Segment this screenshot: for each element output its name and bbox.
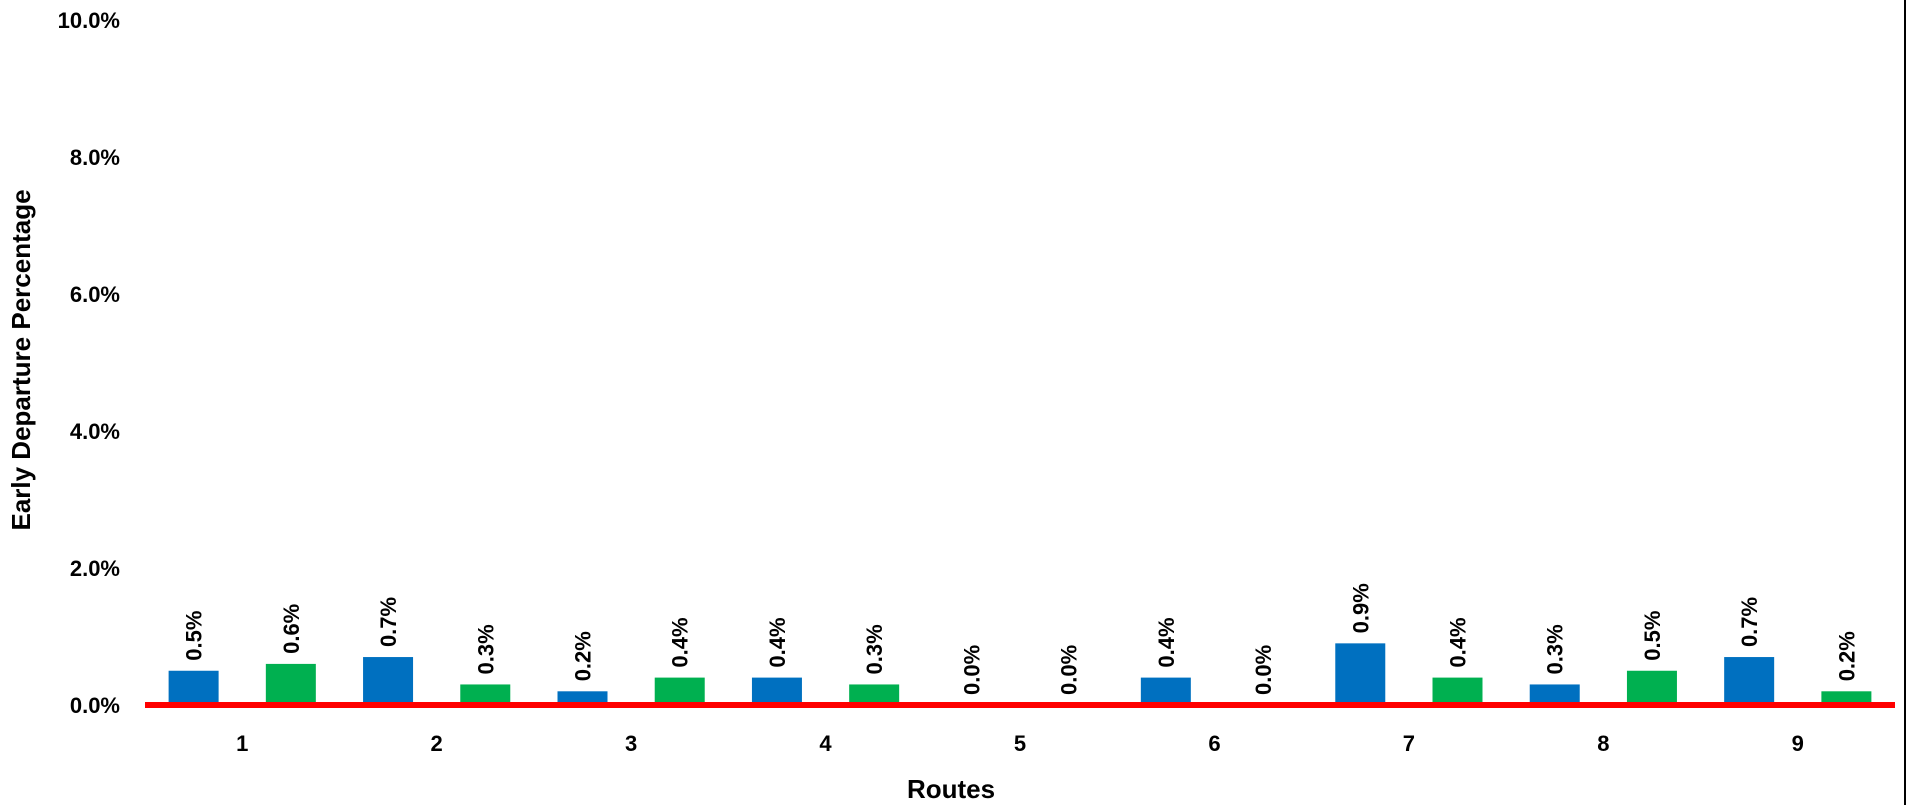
data-label: 0.7% [376,597,401,647]
bar-series-1 [363,657,414,705]
y-tick-label: 6.0% [70,282,120,307]
y-tick-label: 4.0% [70,419,120,444]
x-axis-title: Routes [907,774,995,804]
data-label: 0.4% [668,617,693,667]
bars [168,643,1872,705]
y-tick-label: 0.0% [70,693,120,718]
data-label: 0.0% [1251,645,1276,695]
bar-series-1 [751,677,802,705]
data-label: 0.3% [1543,624,1568,674]
data-label: 0.5% [182,611,207,661]
data-label: 0.3% [473,624,498,674]
x-tick-label: 5 [1014,731,1026,756]
y-axis-title: Early Departure Percentage [6,189,36,530]
bar-series-2 [1626,670,1677,705]
y-tick-label: 2.0% [70,556,120,581]
bar-series-2 [849,684,900,705]
bar-series-1 [1140,677,1191,705]
bar-series-1 [1529,684,1580,705]
bar-series-1 [168,670,219,705]
bar-series-2 [654,677,705,705]
x-tick-label: 7 [1403,731,1415,756]
bar-series-2 [1821,691,1872,705]
bar-series-2 [460,684,511,705]
data-label: 0.4% [1154,617,1179,667]
x-tick-label: 3 [625,731,637,756]
data-label: 0.6% [279,604,304,654]
bar-series-1 [557,691,608,705]
y-tick-label: 8.0% [70,145,120,170]
bar-series-1 [1335,643,1386,705]
bar-series-2 [1432,677,1483,705]
data-labels: 0.5% 0.6% 0.7% 0.3% 0.2% 0.4% 0.4% 0.3% 0.0% 0.0%… [182,583,1860,695]
bar-series-1 [1724,657,1775,705]
x-tick-label: 2 [431,731,443,756]
x-tick-label: 6 [1208,731,1220,756]
data-label: 0.4% [765,617,790,667]
x-axis-ticks: 1 2 3 4 5 6 7 8 9 [236,731,1804,756]
data-label: 0.5% [1640,611,1665,661]
data-label: 0.9% [1348,583,1373,633]
data-label: 0.2% [571,631,596,681]
x-tick-label: 1 [236,731,248,756]
x-tick-label: 4 [819,731,832,756]
y-axis-ticks: 0.0% 2.0% 4.0% 6.0% 8.0% 10.0% [58,8,120,718]
data-label: 0.0% [1057,645,1082,695]
x-tick-label: 8 [1597,731,1609,756]
data-label: 0.4% [1446,617,1471,667]
y-tick-label: 10.0% [58,8,120,33]
data-label: 0.0% [959,645,984,695]
data-label: 0.7% [1737,597,1762,647]
data-label: 0.2% [1834,631,1859,681]
data-label: 0.3% [862,624,887,674]
bar-series-2 [265,663,316,705]
x-tick-label: 9 [1792,731,1804,756]
